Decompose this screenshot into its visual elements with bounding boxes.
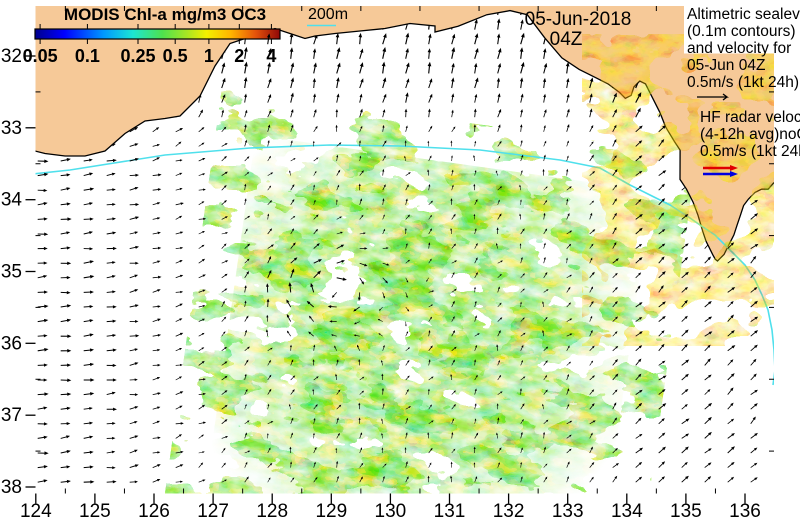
- svg-text:0.25: 0.25: [120, 46, 155, 66]
- svg-text:133: 133: [552, 501, 584, 520]
- svg-text:-36: -36: [0, 333, 22, 354]
- svg-text:0.5: 0.5: [163, 46, 188, 66]
- svg-text:136: 136: [729, 501, 761, 520]
- svg-text:130: 130: [375, 501, 407, 520]
- svg-text:-35: -35: [0, 262, 22, 283]
- svg-text:-33: -33: [0, 118, 22, 139]
- svg-text:0.5m/s (1kt 24h): 0.5m/s (1kt 24h): [700, 143, 800, 160]
- svg-text:126: 126: [138, 501, 170, 520]
- svg-text:131: 131: [434, 501, 466, 520]
- svg-text:124: 124: [20, 501, 52, 520]
- svg-text:05-Jun-2018: 05-Jun-2018: [525, 9, 632, 30]
- svg-text:-34: -34: [0, 190, 22, 211]
- svg-text:HF radar velocity: HF radar velocity: [700, 109, 800, 126]
- svg-text:135: 135: [670, 501, 702, 520]
- svg-text:2: 2: [234, 46, 244, 66]
- svg-text:MODIS Chl-a mg/m3 OC3: MODIS Chl-a mg/m3 OC3: [64, 5, 266, 24]
- svg-text:129: 129: [315, 501, 347, 520]
- svg-text:Altimetric sealevel: Altimetric sealevel: [687, 6, 800, 23]
- svg-text:and velocity for: and velocity for: [687, 40, 791, 57]
- svg-text:-38: -38: [0, 477, 22, 498]
- svg-text:0.1: 0.1: [75, 46, 100, 66]
- svg-text:134: 134: [611, 501, 643, 520]
- svg-text:1: 1: [204, 46, 214, 66]
- svg-text:04Z: 04Z: [550, 29, 583, 50]
- svg-text:-32: -32: [0, 46, 22, 67]
- svg-text:05-Jun 04Z: 05-Jun 04Z: [687, 57, 765, 74]
- svg-text:132: 132: [493, 501, 525, 520]
- svg-text:-37: -37: [0, 405, 22, 426]
- svg-text:125: 125: [79, 501, 111, 520]
- svg-text:0.5m/s (1kt 24h): 0.5m/s (1kt 24h): [687, 74, 799, 91]
- svg-text:(0.1m contours): (0.1m contours): [687, 23, 796, 40]
- svg-text:200m: 200m: [308, 6, 348, 23]
- svg-text:(4-12h avg)noQC: (4-12h avg)noQC: [700, 126, 800, 143]
- svg-text:127: 127: [197, 501, 229, 520]
- svg-text:128: 128: [256, 501, 288, 520]
- svg-text:4: 4: [266, 46, 276, 66]
